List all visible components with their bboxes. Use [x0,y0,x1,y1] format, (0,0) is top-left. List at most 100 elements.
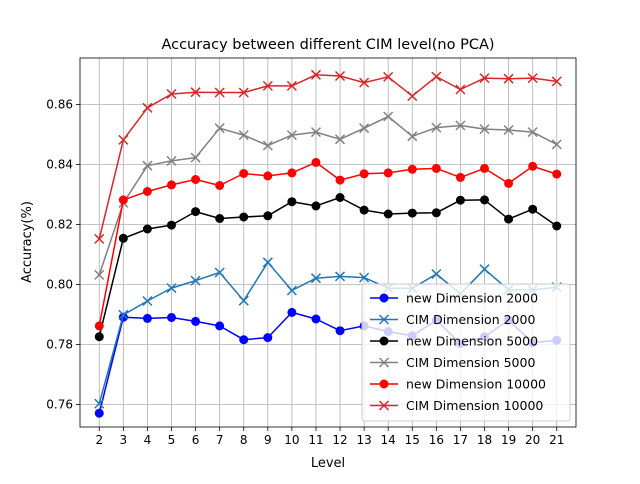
data-point-stroke [431,122,442,133]
data-point-stroke [359,272,370,283]
x-tick-label: 18 [477,433,492,447]
data-point-stroke [383,111,394,122]
data-point-stroke [310,127,321,138]
x-tick-label: 16 [429,433,444,447]
data-point-stroke [262,140,273,151]
data-point [287,307,297,317]
data-point [528,161,538,171]
data-point [190,87,201,98]
legend-label: CIM Dimension 5000 [406,355,535,370]
data-point-stroke [238,130,249,141]
data-point [383,111,394,122]
data-point [407,208,417,218]
data-point [335,193,345,202]
data-point [552,221,562,231]
data-point [166,180,176,190]
data-point [238,295,249,306]
data-point [379,379,389,389]
data-point [190,275,201,286]
data-point [214,87,225,98]
data-point [166,313,176,322]
data-point-stroke [551,76,562,87]
legend-entry: new Dimension 5000 [370,334,538,349]
data-point [431,71,442,82]
data-point-stroke [503,73,514,84]
x-tick-label: 19 [501,433,516,447]
x-tick-label: 14 [381,433,396,447]
data-point [239,169,249,178]
data-point [383,71,394,82]
data-point [455,195,465,205]
data-point-stroke [190,275,201,286]
data-point [310,273,321,284]
data-point-stroke [166,88,177,100]
data-point [214,123,225,134]
data-point-stroke [286,80,297,91]
data-point [431,163,441,173]
plot-frame [79,57,577,428]
axes: 2 3 4 5 6 7 8 9 10 11 12 13 14 15 16 17 18 19 20 21 0.76 0.78… [46,57,577,447]
data-point [379,293,389,303]
data-point [215,214,225,223]
data-point [263,171,273,181]
series [94,69,562,244]
data-point [166,283,177,294]
data-point [166,155,177,166]
legend-label: new Dimension 5000 [406,334,538,349]
data-point [142,313,152,323]
data-point [378,400,390,411]
data-point [262,80,273,91]
data-point-stroke [94,398,105,409]
data-point-stroke [286,285,297,296]
data-point [142,224,152,234]
data-point [94,398,105,409]
x-tick-label: 5 [168,433,176,447]
data-point [552,169,562,179]
legend-entry: CIM Dimension 5000 [370,355,535,370]
data-point [190,152,201,163]
data-point [287,197,297,207]
data-point [94,321,104,331]
x-tick-label: 8 [240,433,248,447]
data-point [238,130,249,141]
data-point-stroke [455,120,466,131]
data-point-stroke [166,155,177,166]
data-point [359,77,370,88]
data-point-stroke [359,77,370,88]
data-point [335,134,346,145]
data-point-stroke [479,73,490,84]
legend-entry: CIM Dimension 2000 [370,312,535,327]
data-point [239,212,249,222]
data-point-stroke [238,87,249,98]
data-point [118,195,128,205]
data-point-stroke [286,130,297,141]
data-point-stroke [551,139,562,150]
data-point [311,157,321,167]
data-point-stroke [407,91,418,102]
data-point [166,88,177,100]
series [94,111,562,280]
data-point [479,124,490,135]
y-tick-label: 0.82 [46,218,73,232]
x-tick-label: 20 [525,433,540,447]
data-point [215,321,225,331]
data-point-stroke [118,134,129,145]
data-point-stroke [359,123,370,134]
data-point-stroke [431,71,442,82]
legend-entry: CIM Dimension 10000 [370,398,543,413]
data-point [527,127,538,138]
data-point [263,211,273,221]
data-point [479,264,490,275]
x-tick-label: 17 [453,433,468,447]
legend-label: new Dimension 10000 [406,377,546,392]
data-point [310,127,321,138]
data-point [286,130,297,141]
data-point-stroke [527,73,538,84]
data-point [215,181,225,190]
legend-box [361,283,571,422]
x-tick-label: 2 [95,433,103,447]
data-point-stroke [118,309,129,320]
data-point [551,76,562,87]
data-point [431,268,442,280]
